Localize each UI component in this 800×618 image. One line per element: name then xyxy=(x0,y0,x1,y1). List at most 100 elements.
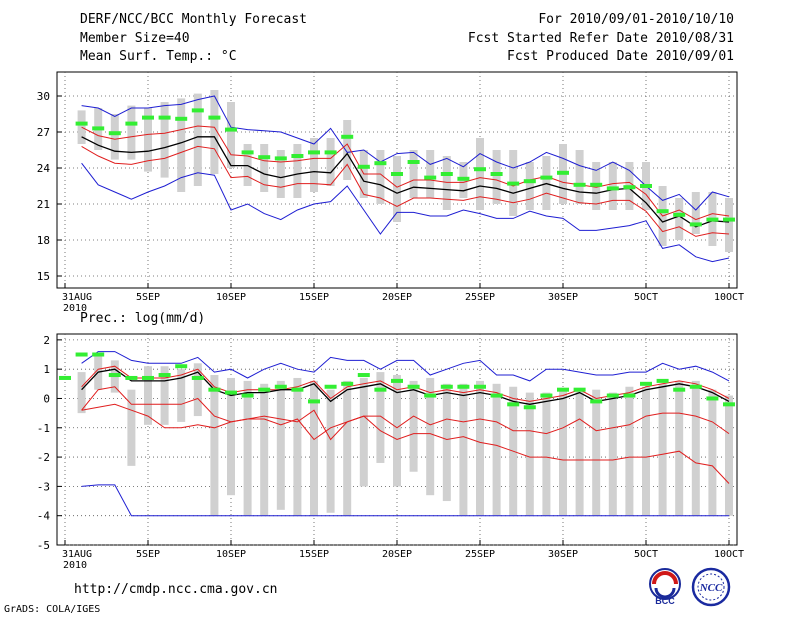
ensemble-box xyxy=(608,392,617,516)
obs-marker xyxy=(175,116,188,121)
x-tick-label: 10SEP xyxy=(216,549,246,560)
ensemble-box xyxy=(492,383,501,516)
obs-marker xyxy=(324,384,337,389)
obs-marker xyxy=(573,182,586,187)
y-tick-label: 2 xyxy=(43,334,50,347)
ensemble-box xyxy=(426,150,435,198)
obs-marker xyxy=(357,373,370,378)
obs-marker xyxy=(241,393,254,398)
obs-marker xyxy=(59,375,71,380)
ensemble-box xyxy=(459,383,468,516)
ensemble-box xyxy=(343,120,352,180)
x-tick-label: 31AUG xyxy=(62,292,92,303)
obs-marker xyxy=(440,172,453,176)
obs-marker xyxy=(75,121,88,126)
ensemble-box xyxy=(426,377,435,496)
ensemble-box xyxy=(476,380,484,516)
x-tick-label: 10OCT xyxy=(714,292,744,303)
ensemble-box xyxy=(260,383,269,516)
series-line-max xyxy=(81,95,730,211)
obs-marker xyxy=(706,396,719,401)
obs-marker xyxy=(490,393,503,398)
ensemble-box xyxy=(293,377,302,516)
ensemble-box xyxy=(592,389,601,516)
ensemble-box xyxy=(393,156,401,222)
y-tick-label: -1 xyxy=(37,422,50,435)
ensemble-box xyxy=(691,380,700,516)
ensemble-box xyxy=(691,192,700,234)
x-tick-label: 30SEP xyxy=(548,292,578,303)
series-line-upper xyxy=(81,365,730,402)
obs-marker xyxy=(557,387,569,392)
ensemble-box xyxy=(227,102,235,168)
x-tick-sublabel: 2010 xyxy=(63,303,87,314)
ensemble-box xyxy=(393,375,401,487)
obs-marker xyxy=(208,387,221,392)
obs-marker xyxy=(291,387,304,392)
obs-marker xyxy=(142,115,154,120)
member-size: Member Size=40 xyxy=(80,31,190,46)
ensemble-box xyxy=(725,395,733,516)
obs-marker xyxy=(258,155,271,160)
x-tick-label: 10SEP xyxy=(216,292,246,303)
forecast-period: For 2010/09/01-2010/10/10 xyxy=(538,12,734,27)
obs-marker xyxy=(474,384,486,389)
obs-marker xyxy=(673,387,686,392)
obs-marker xyxy=(291,154,304,158)
ensemble-box xyxy=(193,93,202,186)
x-tick-label: 5OCT xyxy=(634,549,658,560)
series-line-min xyxy=(81,162,730,263)
series-line-lower xyxy=(81,386,730,441)
ensemble-box xyxy=(127,389,136,466)
source-url[interactable]: http://cmdp.ncc.cma.gov.cn xyxy=(74,582,278,597)
ensemble-box xyxy=(210,90,219,174)
ensemble-box xyxy=(144,366,152,425)
x-tick-label: 10OCT xyxy=(714,549,744,560)
y-tick-label: 0 xyxy=(43,392,50,405)
y-tick-label: 24 xyxy=(37,162,51,175)
ncc-logo-text: NCC xyxy=(699,582,723,594)
ensemble-box xyxy=(160,366,169,425)
ensemble-box xyxy=(442,156,451,210)
obs-marker xyxy=(225,390,237,395)
obs-marker xyxy=(490,172,503,176)
x-tick-label: 25SEP xyxy=(465,292,495,303)
ensemble-box xyxy=(110,114,119,160)
x-tick-label: 5SEP xyxy=(136,292,160,303)
y-tick-label: -5 xyxy=(37,539,50,552)
obs-marker xyxy=(391,378,403,383)
obs-marker xyxy=(407,160,420,164)
obs-marker xyxy=(640,184,652,188)
obs-marker xyxy=(108,373,121,378)
y-tick-label: -3 xyxy=(37,480,50,493)
ensemble-box xyxy=(625,386,634,516)
ensemble-box xyxy=(343,380,352,516)
figure-title: DERF/NCC/BCC Monthly Forecast xyxy=(80,12,307,27)
obs-marker xyxy=(158,373,171,378)
obs-marker xyxy=(324,150,337,155)
obs-marker xyxy=(225,127,237,132)
obs-marker xyxy=(706,217,719,222)
ensemble-box xyxy=(608,162,617,210)
obs-marker xyxy=(540,175,553,180)
obs-marker xyxy=(640,381,652,386)
ensemble-box xyxy=(193,363,202,417)
ensemble-box xyxy=(442,383,451,502)
obs-marker xyxy=(424,175,437,180)
ensemble-box xyxy=(260,144,269,192)
series-line-lower2 xyxy=(81,403,730,484)
obs-marker xyxy=(208,115,221,120)
obs-marker xyxy=(341,381,354,386)
ensemble-box xyxy=(525,392,534,516)
ensemble-box xyxy=(293,144,302,198)
ensemble-box xyxy=(210,375,219,516)
x-tick-label: 25SEP xyxy=(465,549,495,560)
obs-marker xyxy=(424,393,437,398)
ensemble-box xyxy=(409,150,418,198)
ensemble-box xyxy=(227,377,235,496)
obs-marker xyxy=(606,186,619,191)
y-tick-label: 27 xyxy=(37,126,50,139)
obs-marker xyxy=(308,399,320,404)
ensemble-box xyxy=(276,150,285,198)
x-tick-sublabel: 2010 xyxy=(63,560,87,571)
